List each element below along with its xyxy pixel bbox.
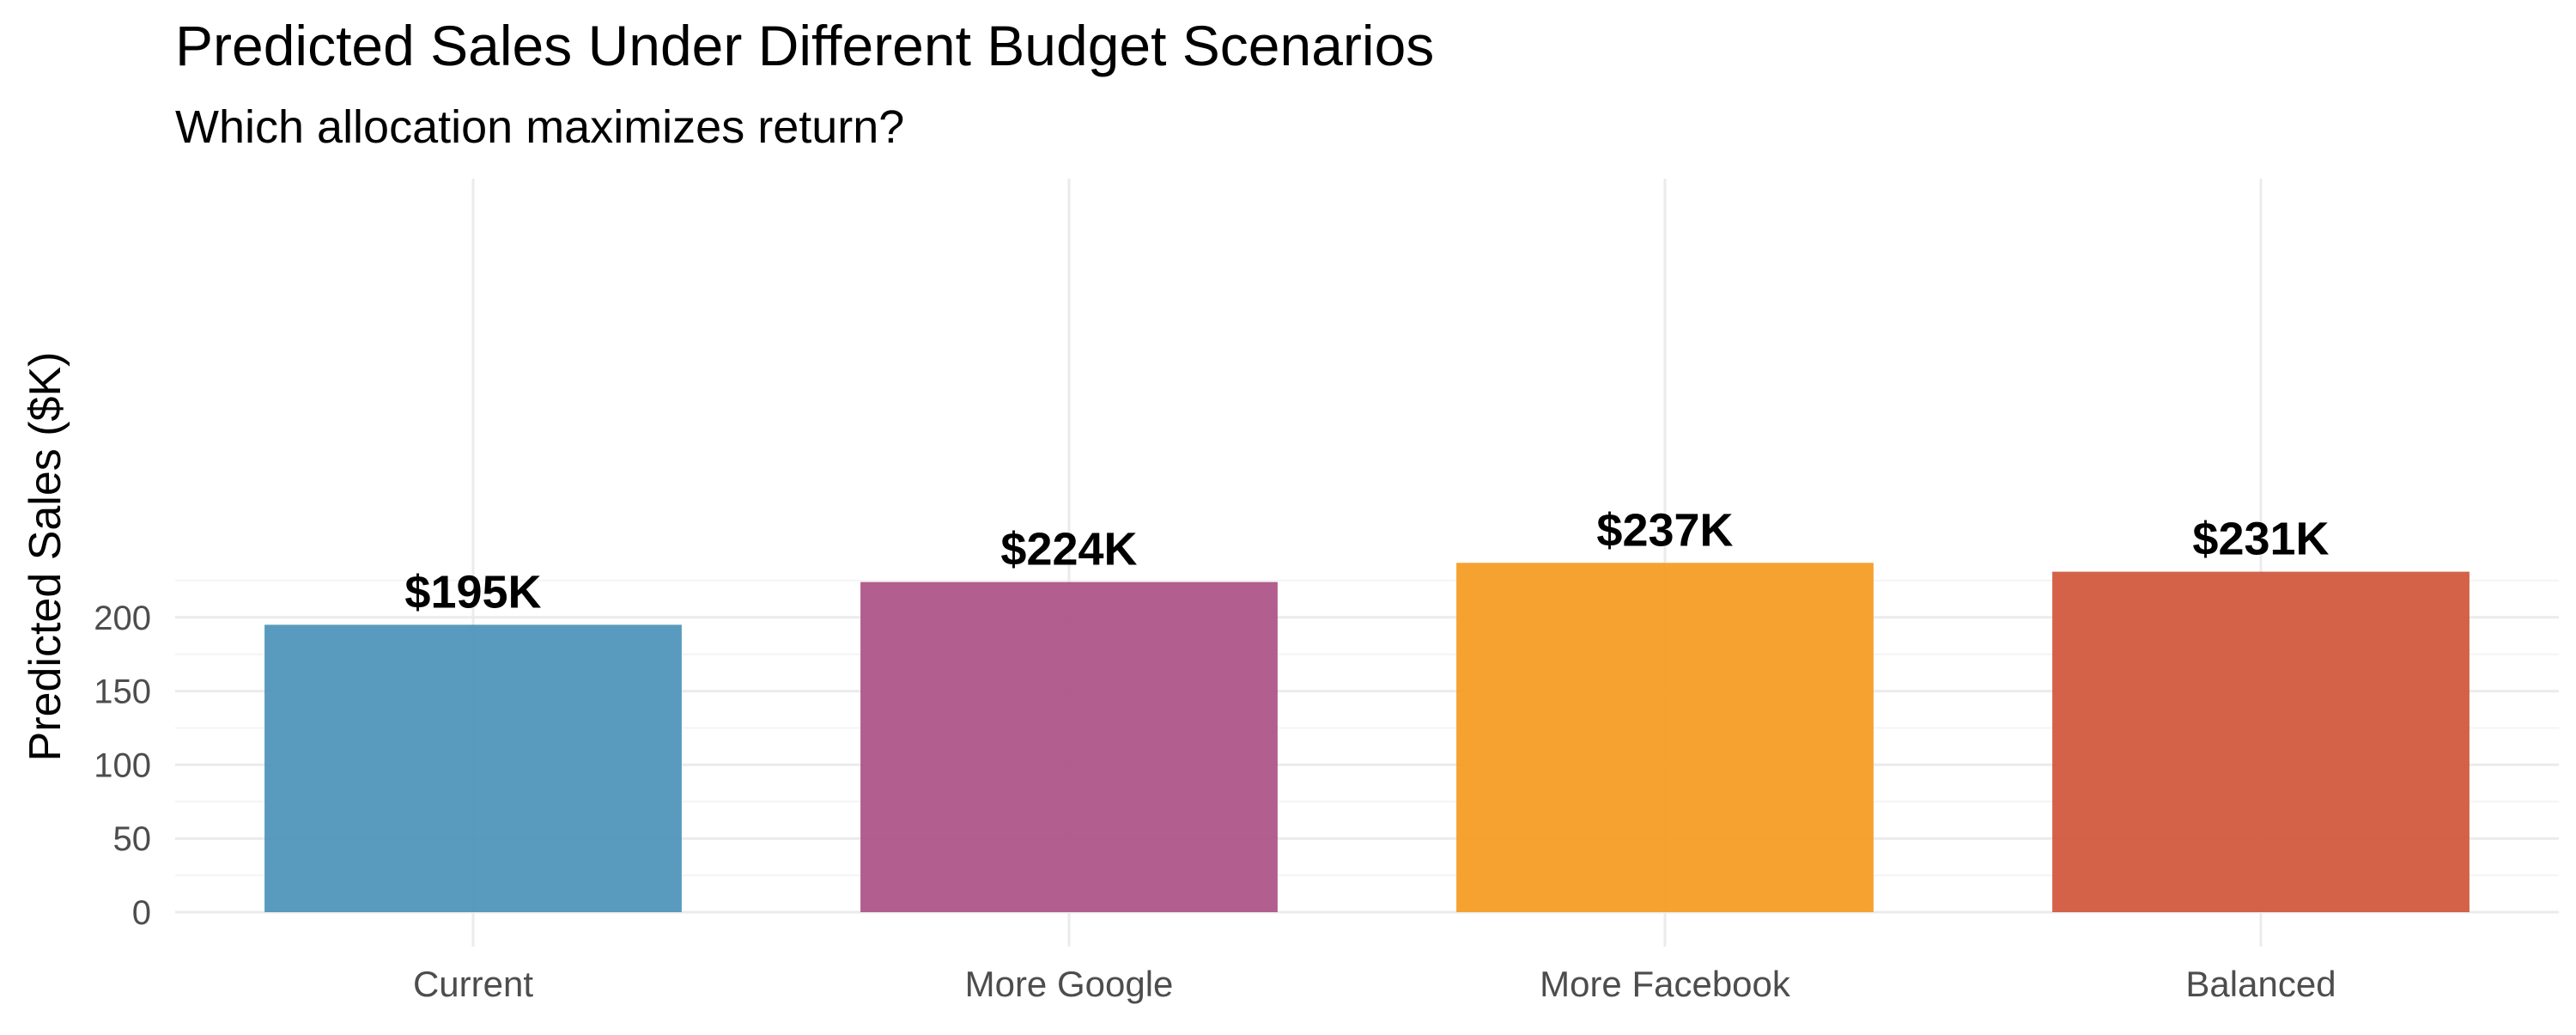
bar-value-label: $237K: [1596, 504, 1733, 556]
chart-subtitle: Which allocation maximizes return?: [175, 101, 904, 153]
x-tick-label: Balanced: [2185, 964, 2336, 1004]
x-tick-label: More Google: [965, 964, 1174, 1004]
bar-current: [264, 624, 682, 912]
y-tick-label: 100: [94, 746, 151, 784]
chart-title: Predicted Sales Under Different Budget S…: [175, 14, 1434, 77]
bar-more-facebook: [1456, 563, 1874, 912]
y-axis-ticks: 0 50 100 150 200: [94, 600, 151, 932]
y-tick-label: 150: [94, 673, 151, 711]
data-labels: $195K $224K $237K $231K: [404, 504, 2329, 618]
bar-value-label: $231K: [2192, 514, 2329, 565]
y-tick-label: 200: [94, 600, 151, 637]
y-tick-label: 0: [132, 894, 151, 932]
x-tick-label: More Facebook: [1540, 964, 1791, 1004]
y-axis-label: Predicted Sales ($K): [21, 352, 70, 762]
bars: [264, 563, 2470, 912]
x-axis-ticks: Current More Google More Facebook Balanced: [413, 964, 2336, 1004]
bar-value-label: $195K: [404, 566, 541, 618]
bar-value-label: $224K: [1000, 524, 1137, 575]
y-tick-label: 50: [113, 820, 152, 858]
bar-balanced: [2052, 571, 2470, 912]
bar-more-google: [860, 581, 1278, 912]
x-tick-label: Current: [413, 964, 533, 1004]
